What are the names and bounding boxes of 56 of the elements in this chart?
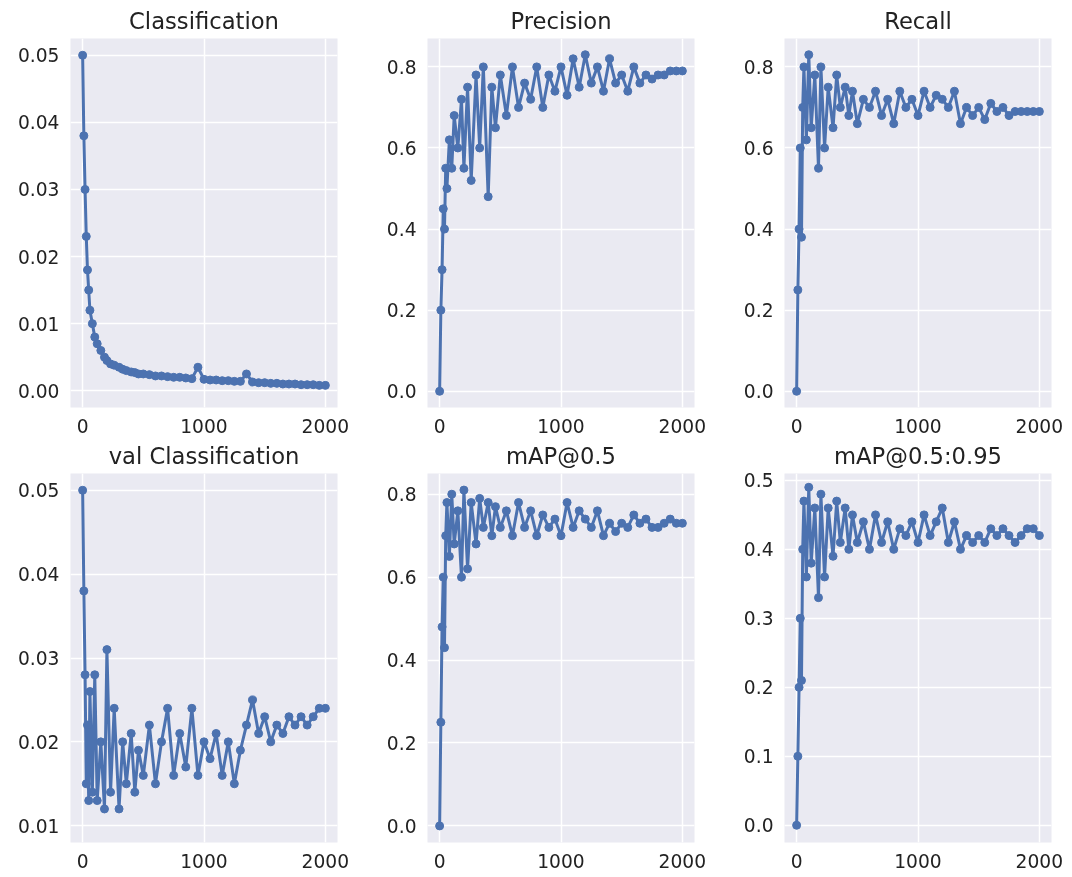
y-tick-label: 0.6 <box>386 137 417 159</box>
y-tick-label: 0.0 <box>743 815 774 837</box>
chart-title: Precision <box>510 7 612 34</box>
x-tick-label: 2000 <box>301 850 350 872</box>
y-tick-label: 0.2 <box>386 300 417 322</box>
y-tick-label: 0.4 <box>743 539 774 561</box>
y-tick-label: 0.04 <box>17 564 60 586</box>
x-tick-label: 1000 <box>537 415 585 437</box>
y-tick-label: 0.2 <box>386 732 417 754</box>
x-tick-label: 2000 <box>1015 850 1064 872</box>
x-tick-label: 0 <box>433 850 446 872</box>
y-tick-label: 0.03 <box>17 648 60 669</box>
x-tick-label: 2000 <box>301 415 350 437</box>
y-tick-label: 0.5 <box>743 470 774 492</box>
y-tick-label: 0.8 <box>386 56 417 78</box>
x-tick-label: 2000 <box>658 850 707 872</box>
y-tick-label: 0.0 <box>386 815 417 837</box>
y-tick-label: 0.4 <box>386 219 417 241</box>
x-tick-label: 1000 <box>537 850 585 872</box>
y-tick-label: 0.4 <box>743 219 774 241</box>
y-tick-label: 0.01 <box>17 815 60 837</box>
y-tick-label: 0.1 <box>743 746 774 768</box>
y-tick-label: 0.0 <box>386 381 417 403</box>
y-tick-label: 0.4 <box>386 650 417 672</box>
y-tick-label: 0.3 <box>743 608 774 630</box>
y-tick-label: 0.0 <box>743 381 774 403</box>
y-tick-label: 0.05 <box>17 45 60 67</box>
x-tick-label: 0 <box>790 850 803 872</box>
chart-title: Recall <box>884 7 952 34</box>
y-tick-label: 0.01 <box>17 313 60 335</box>
chart-title: mAP@0.5:0.95 <box>834 442 1002 469</box>
x-tick-label: 1000 <box>894 415 942 437</box>
y-tick-label: 0.05 <box>17 480 60 502</box>
x-tick-label: 1000 <box>894 850 942 872</box>
y-tick-label: 0.04 <box>17 112 60 134</box>
y-tick-label: 0.8 <box>743 56 774 78</box>
y-tick-label: 0.02 <box>17 731 60 753</box>
y-tick-label: 0.6 <box>386 567 417 589</box>
chart-title: mAP@0.5 <box>506 442 616 469</box>
y-tick-label: 0.8 <box>386 484 417 506</box>
y-tick-label: 0.02 <box>17 246 60 268</box>
y-tick-label: 0.2 <box>743 677 774 699</box>
x-tick-label: 2000 <box>658 415 707 437</box>
y-tick-label: 0.00 <box>17 380 60 402</box>
y-tick-label: 0.2 <box>743 300 774 322</box>
chart-title: val Classification <box>108 442 300 469</box>
x-tick-label: 1000 <box>180 850 228 872</box>
x-tick-label: 1000 <box>180 415 228 437</box>
x-tick-label: 0 <box>433 415 446 437</box>
x-tick-label: 0 <box>76 850 89 872</box>
x-tick-label: 2000 <box>1015 415 1064 437</box>
y-tick-label: 0.03 <box>17 179 60 201</box>
chart-title: Classification <box>129 7 279 34</box>
x-tick-label: 0 <box>76 415 89 437</box>
x-tick-label: 0 <box>790 415 803 437</box>
y-tick-label: 0.6 <box>743 137 774 159</box>
